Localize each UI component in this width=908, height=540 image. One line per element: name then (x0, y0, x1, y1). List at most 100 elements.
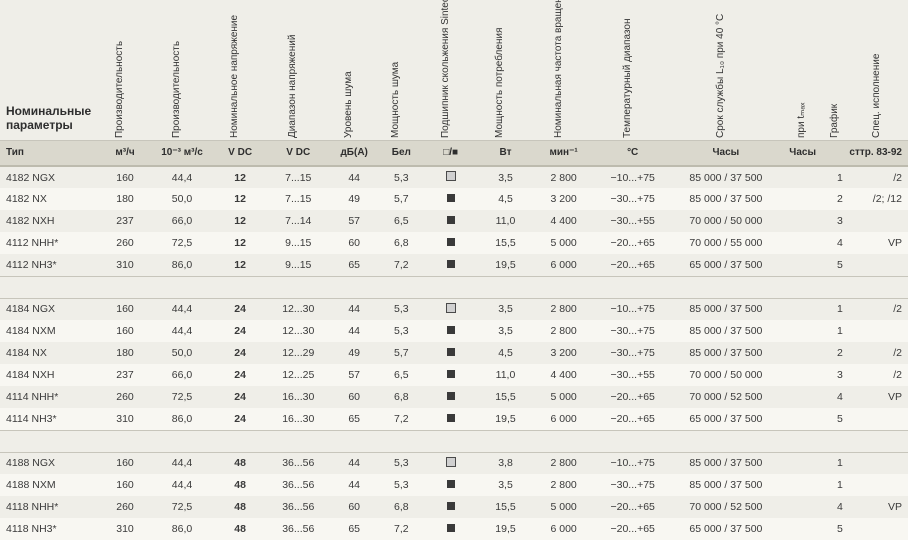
cell-temp: −10...+75 (594, 166, 671, 188)
cell-vdc: 48 (213, 452, 268, 474)
cell-spec: VP (855, 232, 908, 254)
bearing-solid-icon (447, 238, 455, 246)
cell-life: 85 000 / 37 500 (671, 320, 781, 342)
cell-life: 65 000 / 37 500 (671, 408, 781, 430)
cell-type: 4118 NH3* (0, 518, 99, 540)
cell-temp: −30...+75 (594, 188, 671, 210)
cell-perf2: 50,0 (151, 188, 212, 210)
cell-bearing (423, 496, 478, 518)
unit-temp: °C (594, 140, 671, 166)
cell-bearing (423, 210, 478, 232)
cell-tmax (781, 254, 825, 276)
cell-perf2: 66,0 (151, 364, 212, 386)
cell-bearing (423, 452, 478, 474)
cell-w: 3,8 (478, 452, 533, 474)
cell-perf2: 44,4 (151, 452, 212, 474)
cell-graph: 1 (825, 166, 856, 188)
cell-life: 85 000 / 37 500 (671, 452, 781, 474)
cell-life: 70 000 / 50 000 (671, 210, 781, 232)
cell-spec (855, 452, 908, 474)
cell-life: 65 000 / 37 500 (671, 518, 781, 540)
cell-w: 15,5 (478, 232, 533, 254)
bearing-solid-icon (447, 502, 455, 510)
cell-db: 49 (329, 342, 379, 364)
cell-bel: 7,2 (379, 518, 423, 540)
cell-type: 4184 NXH (0, 364, 99, 386)
cell-db: 60 (329, 496, 379, 518)
cell-perf2: 72,5 (151, 386, 212, 408)
cell-perf2: 86,0 (151, 254, 212, 276)
cell-range: 36...56 (268, 518, 329, 540)
bearing-solid-icon (447, 216, 455, 224)
cell-range: 7...14 (268, 210, 329, 232)
cell-temp: −30...+55 (594, 210, 671, 232)
cell-graph: 5 (825, 408, 856, 430)
cell-vdc: 24 (213, 342, 268, 364)
group-spacer (0, 276, 908, 298)
table-row: 4182 NX18050,0127...15495,74,53 200−30..… (0, 188, 908, 210)
cell-spec: /2; /12 (855, 188, 908, 210)
vhdr-perf: Производительность (99, 0, 152, 140)
cell-w: 3,5 (478, 166, 533, 188)
cell-spec: /2 (855, 342, 908, 364)
cell-type: 4188 NXM (0, 474, 99, 496)
cell-perf: 310 (99, 408, 152, 430)
vhdr-vdc: Номинальное напряжение (213, 0, 268, 140)
cell-perf2: 50,0 (151, 342, 212, 364)
cell-perf2: 66,0 (151, 210, 212, 232)
cell-vdc: 12 (213, 232, 268, 254)
header-row-units: Тип м³/ч 10⁻³ м³/с V DC V DC дБ(A) Бел □… (0, 140, 908, 166)
cell-life: 70 000 / 52 500 (671, 386, 781, 408)
cell-graph: 2 (825, 188, 856, 210)
cell-temp: −20...+65 (594, 386, 671, 408)
cell-rpm: 2 800 (533, 298, 594, 320)
cell-w: 3,5 (478, 474, 533, 496)
cell-perf2: 44,4 (151, 320, 212, 342)
cell-bel: 5,7 (379, 342, 423, 364)
cell-spec: VP (855, 496, 908, 518)
table-row: 4184 NGX16044,42412...30445,33,52 800−10… (0, 298, 908, 320)
cell-bel: 7,2 (379, 408, 423, 430)
cell-type: 4182 NX (0, 188, 99, 210)
cell-db: 65 (329, 518, 379, 540)
cell-bearing (423, 408, 478, 430)
cell-life: 85 000 / 37 500 (671, 342, 781, 364)
cell-w: 15,5 (478, 386, 533, 408)
cell-type: 4188 NGX (0, 452, 99, 474)
cell-vdc: 24 (213, 386, 268, 408)
cell-perf: 180 (99, 342, 152, 364)
cell-temp: −20...+65 (594, 232, 671, 254)
cell-bel: 5,3 (379, 452, 423, 474)
cell-tmax (781, 364, 825, 386)
table-row: 4188 NXM16044,44836...56445,33,52 800−30… (0, 474, 908, 496)
cell-tmax (781, 188, 825, 210)
cell-bearing (423, 232, 478, 254)
cell-vdc: 12 (213, 188, 268, 210)
table-row: 4188 NGX16044,44836...56445,33,82 800−10… (0, 452, 908, 474)
cell-vdc: 48 (213, 496, 268, 518)
bearing-solid-icon (447, 370, 455, 378)
cell-graph: 1 (825, 320, 856, 342)
cell-spec (855, 254, 908, 276)
cell-bearing (423, 364, 478, 386)
unit-perf: м³/ч (99, 140, 152, 166)
cell-db: 57 (329, 210, 379, 232)
cell-perf: 160 (99, 298, 152, 320)
cell-life: 70 000 / 55 000 (671, 232, 781, 254)
vhdr-w: Мощность потребления (478, 0, 533, 140)
cell-rpm: 5 000 (533, 496, 594, 518)
table-body: 4182 NGX16044,4127...15445,33,52 800−10.… (0, 166, 908, 540)
cell-type: 4118 NHH* (0, 496, 99, 518)
cell-bearing (423, 518, 478, 540)
cell-perf: 160 (99, 320, 152, 342)
cell-tmax (781, 474, 825, 496)
cell-range: 9...15 (268, 254, 329, 276)
unit-tmax: Часы (781, 140, 825, 166)
header-row-vertical: Номинальные параметры Производительность… (0, 0, 908, 140)
cell-type: 4184 NXM (0, 320, 99, 342)
cell-spec (855, 518, 908, 540)
cell-db: 49 (329, 188, 379, 210)
cell-perf2: 44,4 (151, 474, 212, 496)
cell-tmax (781, 210, 825, 232)
cell-graph: 4 (825, 386, 856, 408)
